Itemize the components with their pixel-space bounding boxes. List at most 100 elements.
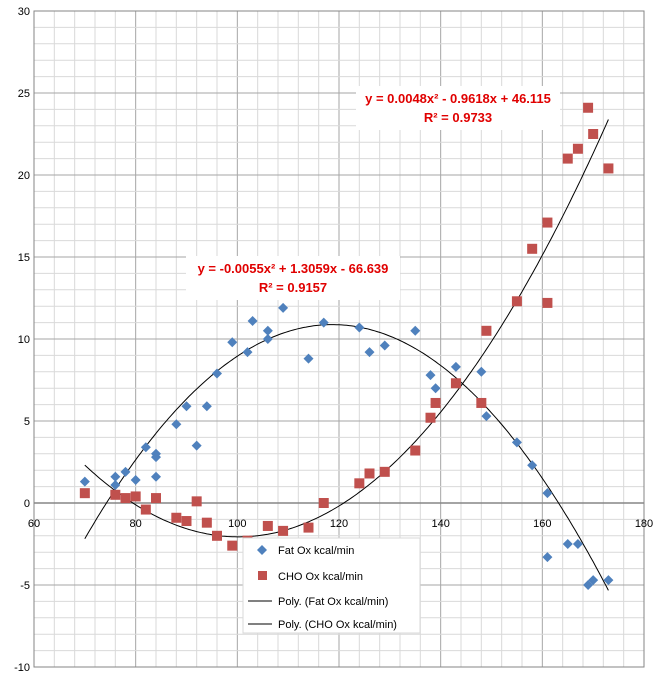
- plot-area-border: [33, 10, 645, 668]
- trendlines: [84, 119, 609, 591]
- legend-fat-trend-label: Poly. (Fat Ox kcal/min): [278, 596, 388, 608]
- fat-ox-point: [603, 575, 614, 586]
- fat-ox-point: [562, 539, 573, 549]
- fat-ox-point: [476, 366, 487, 377]
- data-points: [79, 102, 614, 590]
- fat-ox-point: [481, 411, 492, 422]
- fat-ox-point: [542, 488, 553, 499]
- cho-ox-point: [481, 325, 492, 336]
- legend-fat-marker: [257, 545, 267, 555]
- fat-ox-point: [201, 401, 212, 412]
- x-tick-label: 100: [228, 518, 246, 530]
- fat-ox-point: [410, 325, 421, 336]
- y-tick-label: -5: [20, 580, 30, 592]
- fat-ox-point: [262, 325, 273, 336]
- cho-ox-point: [588, 129, 599, 139]
- cho-ox-point: [425, 412, 436, 423]
- y-tick-label: 15: [18, 252, 30, 264]
- cho-ox-point: [130, 491, 141, 502]
- cho-trendline: [84, 119, 609, 538]
- fat-trendline-equation: y = -0.0055x² + 1.3059x - 66.639: [198, 261, 389, 276]
- cho-ox-point: [542, 217, 553, 228]
- fat-ox-point: [191, 440, 202, 451]
- fat-trendline: [84, 324, 609, 591]
- fat-ox-point: [364, 347, 375, 358]
- fat-ox-point: [171, 419, 182, 430]
- fat-ox-point: [379, 340, 390, 351]
- cho-ox-point: [201, 517, 212, 528]
- cho-trendline-r2: R² = 0.9733: [424, 110, 492, 125]
- fat-ox-point: [527, 460, 538, 471]
- legend-cho-label: CHO Ox kcal/min: [278, 571, 363, 583]
- cho-trendline-equation-box: y = 0.0048x² - 0.9618x + 46.115 R² = 0.9…: [356, 86, 560, 130]
- cho-ox-point: [583, 102, 594, 113]
- fat-ox-point: [425, 370, 436, 381]
- fat-trendline-equation-box: y = -0.0055x² + 1.3059x - 66.639 R² = 0.…: [186, 256, 400, 300]
- fat-ox-point: [140, 442, 151, 453]
- fat-ox-point: [227, 337, 238, 348]
- x-tick-label: 160: [533, 518, 551, 530]
- fat-ox-point: [450, 361, 461, 372]
- cho-ox-point: [511, 296, 522, 307]
- fat-ox-point: [130, 475, 141, 486]
- cho-ox-point: [354, 478, 365, 489]
- cho-ox-point: [140, 504, 151, 515]
- x-tick-label: 80: [130, 518, 142, 530]
- cho-trendline-equation: y = 0.0048x² - 0.9618x + 46.115: [365, 91, 551, 106]
- legend-cho-trend-label: Poly. (CHO Ox kcal/min): [278, 619, 397, 631]
- cho-ox-point: [79, 488, 90, 499]
- cho-ox-point: [364, 468, 375, 479]
- y-tick-label: -10: [14, 662, 30, 674]
- cho-ox-point: [450, 378, 461, 389]
- cho-ox-point: [181, 516, 192, 527]
- legend-fat-label: Fat Ox kcal/min: [278, 545, 354, 557]
- y-tick-label: 5: [24, 416, 30, 428]
- cho-ox-point: [262, 520, 273, 531]
- cho-ox-point: [110, 489, 121, 500]
- fat-ox-point: [151, 471, 161, 482]
- cho-ox-point: [572, 143, 583, 154]
- y-tick-label: 25: [18, 88, 30, 100]
- cho-ox-point: [120, 493, 131, 504]
- cho-ox-point: [278, 525, 289, 536]
- cho-ox-point: [476, 397, 487, 408]
- fat-ox-point: [120, 466, 131, 477]
- tick-labels: 60 80 100 120 140 160 180 -10 -5 0 5 10 15 20 25 30: [14, 6, 653, 674]
- fat-ox-point: [278, 302, 289, 313]
- fat-ox-point: [583, 580, 594, 590]
- x-tick-label: 120: [330, 518, 348, 530]
- fat-ox-point: [151, 448, 161, 459]
- y-tick-label: 30: [18, 6, 30, 18]
- fat-ox-point: [262, 334, 273, 344]
- cho-ox-point: [603, 163, 614, 174]
- fat-ox-point: [110, 471, 121, 482]
- fat-ox-point: [242, 347, 253, 358]
- cho-ox-point: [318, 498, 329, 508]
- fat-ox-point: [542, 552, 553, 563]
- cho-ox-point: [171, 512, 182, 523]
- y-tick-label: 0: [24, 498, 30, 510]
- cho-ox-point: [527, 243, 538, 254]
- y-tick-label: 10: [18, 334, 30, 346]
- fat-ox-point: [511, 437, 522, 448]
- legend-cho-marker: [258, 571, 267, 580]
- y-tick-label: 20: [18, 170, 30, 182]
- fat-ox-point: [303, 353, 314, 364]
- x-tick-label: 140: [431, 518, 449, 530]
- cho-ox-point: [562, 153, 573, 164]
- legend-box: [242, 537, 421, 634]
- fat-ox-point: [572, 539, 583, 549]
- cho-ox-point: [542, 297, 553, 308]
- cho-ox-point: [379, 466, 390, 477]
- fat-trendline-r2: R² = 0.9157: [259, 280, 327, 295]
- legend: Fat Ox kcal/min CHO Ox kcal/min Poly. (F…: [242, 537, 421, 634]
- cho-ox-point: [151, 493, 161, 504]
- cho-ox-point: [410, 445, 421, 456]
- axes: [33, 10, 645, 668]
- fat-ox-point: [588, 575, 599, 586]
- fat-ox-point: [110, 479, 121, 490]
- x-tick-label: 180: [635, 518, 653, 530]
- fat-ox-point: [181, 401, 192, 412]
